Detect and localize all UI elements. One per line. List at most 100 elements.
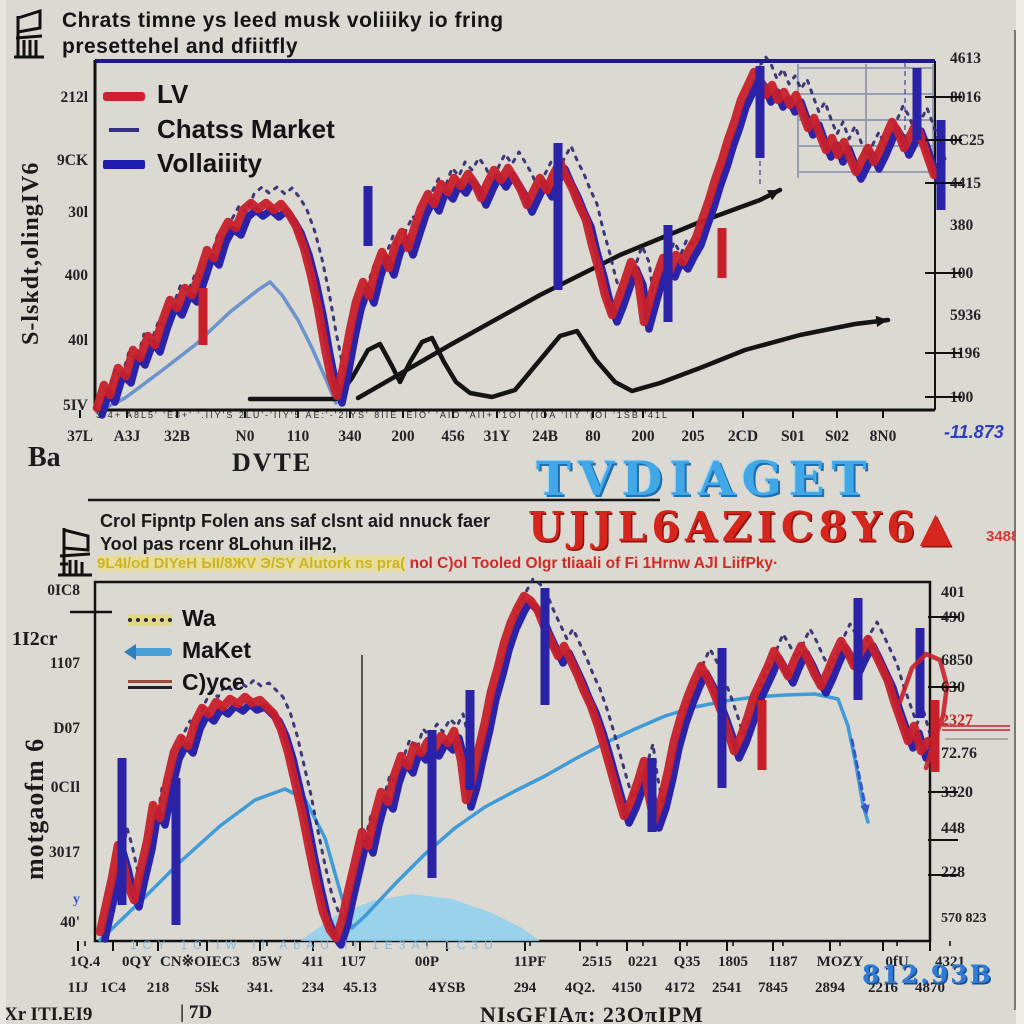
chart1-x-axis-title: DVTE xyxy=(232,448,313,477)
svg-text:N0: N0 xyxy=(236,428,255,445)
chart1-y-axis-title: S-lskdt,olingIV6 xyxy=(18,161,44,345)
svg-text:S02: S02 xyxy=(825,428,849,445)
svg-text:D07: D07 xyxy=(53,720,80,737)
chart2-x-axis-title: NIsGFIAπ: 23OπIPM xyxy=(480,1002,704,1024)
svg-text:0QY: 0QY xyxy=(122,954,152,970)
svg-text:6850: 6850 xyxy=(941,652,973,669)
svg-text:0CIl: 0CIl xyxy=(51,779,81,796)
chart2-legend-label-wa: Wa xyxy=(182,605,216,631)
cyce-line-swatch xyxy=(128,679,172,689)
svg-text:4870: 4870 xyxy=(915,980,945,996)
svg-text:45.13: 45.13 xyxy=(343,980,377,996)
ba-label: Ba xyxy=(28,442,61,473)
volatility-line-swatch xyxy=(103,160,145,170)
banner-red-small-value: 3488 xyxy=(986,528,1020,545)
svg-text:11PF: 11PF xyxy=(514,954,547,970)
svg-text:4613: 4613 xyxy=(950,50,981,67)
highlight-red-text: nol C)ol Tooled Olgr tIiaali of Fi 1Hrnw… xyxy=(409,555,779,572)
svg-text:37L: 37L xyxy=(67,428,93,445)
svg-text:0C25: 0C25 xyxy=(950,132,985,149)
svg-text:218: 218 xyxy=(147,980,170,996)
section-logo-icon xyxy=(58,528,92,577)
chart2-left-margin-label: 1I2cr xyxy=(12,628,58,650)
svg-text:00P: 00P xyxy=(415,954,439,970)
header-logo-icon xyxy=(14,8,44,59)
page-title: Chrats timne ys leed musk voliiiky io fr… xyxy=(62,8,622,61)
chart2-bottom-right-value: 812.93B xyxy=(862,960,993,989)
lv-line-swatch xyxy=(103,91,145,101)
svg-text:294: 294 xyxy=(514,980,537,996)
svg-text:1Q.4: 1Q.4 xyxy=(70,954,101,970)
svg-text:200: 200 xyxy=(631,428,655,445)
svg-text:200: 200 xyxy=(391,428,415,445)
svg-text:1187: 1187 xyxy=(768,954,798,970)
svg-text:S01: S01 xyxy=(781,428,805,445)
chart2-legend-row-cyce: C)yce xyxy=(128,666,251,698)
svg-text:CN※OIEC3: CN※OIEC3 xyxy=(160,954,240,970)
chart1-legend-label-volatility: Vollaiiity xyxy=(157,147,262,178)
chart1-negative-value: -11.873 xyxy=(944,422,1004,442)
svg-text:2515: 2515 xyxy=(582,954,612,970)
svg-text:234: 234 xyxy=(302,980,325,996)
svg-text:2541: 2541 xyxy=(712,980,742,996)
svg-text:MOZY: MOZY xyxy=(817,954,864,970)
svg-text:85W: 85W xyxy=(252,954,282,970)
svg-text:4Q2.: 4Q2. xyxy=(565,980,596,996)
page-left-edge xyxy=(0,0,6,1024)
section2-line1: Crol Fipntp Folen ans saf clsnt aid nnuc… xyxy=(100,511,491,531)
chart2-legend-row-market: MaKet xyxy=(124,634,252,666)
page-title-line1: Chrats timne ys leed musk voliiiky io fr… xyxy=(62,9,504,32)
svg-text:4172: 4172 xyxy=(665,980,695,996)
section2-line2: Yool pas rcenr 8Lohun iIH2, xyxy=(100,534,337,555)
svg-text:5Sk: 5Sk xyxy=(195,980,220,996)
chart1-legend: LV Chatss Market Vollaiiity xyxy=(103,78,335,180)
svg-text:24B: 24B xyxy=(532,428,558,445)
chart2-axis-smudge: 1CY 1C'IW II AbAU II 1E3AI 1C3U xyxy=(130,938,499,952)
svg-text:1805: 1805 xyxy=(718,954,748,970)
svg-text:0fU: 0fU xyxy=(885,954,908,970)
section2-title: Crol Fipntp Folen ans saf clsnt aid nnuc… xyxy=(100,510,660,557)
chart1-subtick-garble: S'4+ A8L5' 'E8+' '.IIY'S 2LU'-'IIY'5 AE:… xyxy=(96,410,670,420)
svg-text:2CD: 2CD xyxy=(728,428,758,445)
chart2-legend-row-wa: Wa xyxy=(128,602,251,634)
chart1-legend-row-lv: LV xyxy=(103,78,335,111)
svg-text:340: 340 xyxy=(338,428,362,445)
svg-text:4150: 4150 xyxy=(612,980,642,996)
chart1-legend-label-market: Chatss Market xyxy=(157,114,335,145)
svg-text:40l: 40l xyxy=(68,332,89,349)
svg-text:341.: 341. xyxy=(247,980,274,996)
svg-text:7845: 7845 xyxy=(758,980,788,996)
svg-text:5IV: 5IV xyxy=(63,397,89,414)
svg-text:380: 380 xyxy=(950,217,974,234)
market-arrow-swatch xyxy=(124,644,172,661)
svg-text:8016: 8016 xyxy=(950,89,981,106)
chart2-legend-label-market: MaKet xyxy=(182,637,252,664)
svg-text:9CK: 9CK xyxy=(57,152,88,169)
svg-text:4321: 4321 xyxy=(935,954,965,970)
svg-text:2327: 2327 xyxy=(941,712,973,729)
svg-text:0221: 0221 xyxy=(628,954,658,970)
chart1-legend-label-lv: LV xyxy=(157,79,189,109)
svg-text:0IC8: 0IC8 xyxy=(47,582,80,599)
svg-text:1196: 1196 xyxy=(950,345,980,362)
svg-text:448: 448 xyxy=(941,820,965,837)
svg-text:401: 401 xyxy=(941,584,965,601)
svg-text:205: 205 xyxy=(681,428,705,445)
svg-text:2894: 2894 xyxy=(815,980,846,996)
svg-text:1C4: 1C4 xyxy=(100,980,126,996)
svg-text:3017: 3017 xyxy=(49,844,80,861)
svg-text:31Y: 31Y xyxy=(484,428,511,445)
svg-text:72.76: 72.76 xyxy=(941,745,977,762)
svg-text:570 823: 570 823 xyxy=(941,911,987,926)
svg-text:228: 228 xyxy=(941,864,965,881)
banner-red-word: UJJL6AZIC8Y6▲ xyxy=(528,503,957,551)
market-dashed-swatch xyxy=(103,126,145,137)
svg-text:Q35: Q35 xyxy=(674,954,701,970)
chart2-bottom-left-label: Xr ITI.EI9 xyxy=(4,1004,93,1024)
svg-text:212l: 212l xyxy=(60,89,88,106)
svg-text:y: y xyxy=(73,892,80,907)
chart1-legend-row-volatility: Vollaiiity xyxy=(103,147,335,180)
svg-text:1U7: 1U7 xyxy=(340,954,366,970)
